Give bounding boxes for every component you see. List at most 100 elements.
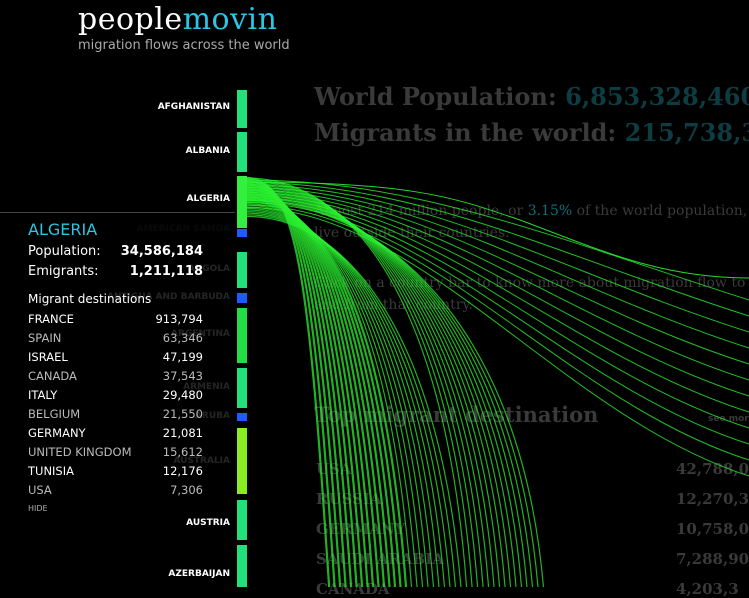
destination-country: GERMANY [28, 426, 86, 440]
label: Emigrants: [28, 264, 99, 279]
flow-curve [246, 181, 749, 279]
flow-curve [246, 184, 749, 333]
country-label: AUSTRIA [186, 518, 230, 528]
country-bar[interactable] [237, 413, 247, 421]
flow-curve [246, 207, 435, 587]
flow-curve [246, 190, 511, 587]
destination-country: FRANCE [28, 312, 74, 326]
flow-curve [246, 199, 544, 587]
flow-curve [246, 177, 468, 587]
world-population: World Population: 6,853,328,460 [314, 82, 749, 111]
destination-row: TUNISIA 12,176 [28, 464, 203, 478]
flow-curve [246, 199, 408, 587]
destination-country: BELGIUM [28, 407, 81, 421]
country-label: AZERBAIJAN [168, 569, 230, 579]
flow-curve [246, 182, 749, 317]
flow-curve [246, 215, 462, 587]
brand-people: people [78, 2, 183, 37]
country-bar[interactable] [237, 90, 247, 128]
flow-curve [246, 201, 413, 587]
flow-curve [246, 189, 749, 365]
country-bar[interactable] [237, 368, 247, 408]
flow-curve [246, 179, 473, 587]
value: 1,211,118 [129, 264, 203, 279]
intro-b: of the world population, live outside th… [314, 203, 748, 241]
country-label: ALBANIA [185, 146, 230, 156]
country-bar[interactable] [237, 428, 247, 494]
migrants-world: Migrants in the world: 215,738,321 [314, 118, 749, 147]
country-bar[interactable] [237, 308, 247, 363]
destination-value: 37,543 [162, 369, 203, 383]
top-value: 42,788,0 [676, 460, 749, 478]
destination-country: TUNISIA [28, 464, 74, 478]
destination-row: CANADA 37,543 [28, 369, 203, 383]
flow-curve [246, 191, 517, 587]
flow-curve [246, 212, 451, 587]
destination-value: 913,794 [155, 312, 203, 326]
country-panel: ALGERIA Population: 34,586,184 Emigrants:… [0, 212, 235, 518]
destination-value: 29,480 [162, 388, 203, 402]
flow-curve [246, 203, 418, 587]
destination-country: CANADA [28, 369, 77, 383]
flow-curve [246, 179, 749, 301]
flow-curve [246, 196, 533, 587]
label: Population: [28, 244, 101, 259]
destination-row: USA 7,306 [28, 483, 203, 497]
destination-row: GERMANY 21,081 [28, 426, 203, 440]
emigrants: Emigrants: 1,211,118 [28, 264, 203, 279]
destination-country: ISRAEL [28, 350, 68, 364]
top-value: 7,288,90 [676, 550, 749, 568]
country-bar[interactable] [237, 293, 247, 303]
flow-curve [246, 182, 484, 587]
see-more[interactable]: see more [708, 414, 749, 424]
flow-curve [246, 185, 495, 587]
destination-value: 7,306 [170, 483, 203, 497]
country-label: ALGERIA [186, 194, 230, 204]
destination-value: 21,550 [162, 407, 203, 421]
label: World Population: [314, 82, 557, 111]
brand-movin: movin [182, 2, 278, 37]
value: 215,738,321 [624, 118, 749, 147]
country-label: AFGHANISTAN [157, 102, 230, 112]
destination-country: UNITED KINGDOM [28, 445, 132, 459]
destination-value: 63,346 [162, 331, 203, 345]
top-value: 10,758,0 [676, 520, 749, 538]
destination-row: ISRAEL 47,199 [28, 350, 203, 364]
value: 34,586,184 [120, 244, 203, 259]
country-bar[interactable] [237, 176, 247, 228]
flow-curve [246, 209, 440, 587]
brand: peoplemovin [78, 2, 277, 37]
flow-curve [246, 206, 429, 587]
top-value: 12,270,38 [676, 490, 749, 508]
flow-curve [246, 204, 749, 461]
flow-curve [246, 193, 522, 587]
flow-curve [246, 214, 456, 587]
flow-curve [246, 195, 528, 587]
panel-country: ALGERIA [28, 220, 98, 239]
destination-row: BELGIUM 21,550 [28, 407, 203, 421]
destination-country: USA [28, 483, 52, 497]
intro-pct: 3.15% [527, 203, 573, 219]
flow-curve [246, 204, 424, 587]
flow-curve [246, 187, 749, 349]
flow-curve [246, 187, 501, 587]
subtitle: migration flows across the world [78, 38, 290, 53]
country-bar[interactable] [237, 545, 247, 587]
country-bar[interactable] [237, 132, 247, 172]
destination-row: SPAIN 63,346 [28, 331, 203, 345]
flow-curve [246, 207, 749, 477]
country-bar[interactable] [237, 229, 247, 237]
destination-value: 21,081 [162, 426, 203, 440]
hide[interactable]: HIDE [28, 504, 48, 513]
destination-value: 12,176 [162, 464, 203, 478]
destination-country: ITALY [28, 388, 58, 402]
destination-value: 47,199 [162, 350, 203, 364]
label: Migrants in the world: [314, 118, 617, 147]
flow-curve [246, 188, 506, 587]
destination-row: ITALY 29,480 [28, 388, 203, 402]
country-bar[interactable] [237, 500, 247, 540]
country-bar[interactable] [237, 252, 247, 288]
flow-curve [246, 198, 539, 587]
